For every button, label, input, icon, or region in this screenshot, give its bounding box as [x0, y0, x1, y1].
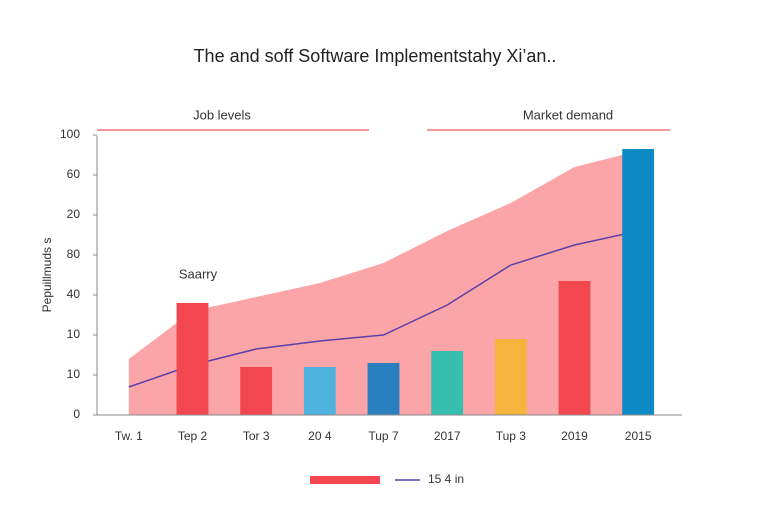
x-tick-label: 2015 [625, 429, 652, 443]
bar [622, 149, 655, 415]
annotation: Market demand [523, 107, 613, 122]
x-tick-label: 2019 [561, 429, 588, 443]
bar [558, 281, 591, 415]
chart-title: The and soff Software Implementstahy Xi’… [194, 46, 557, 66]
bar [431, 351, 464, 415]
y-tick-label: 40 [67, 287, 81, 301]
x-tick-label: 20 4 [308, 429, 332, 443]
plot [128, 149, 655, 415]
x-tick-label: Tup 3 [496, 429, 527, 443]
y-tick-label: 10 [67, 327, 81, 341]
bar [367, 363, 400, 415]
legend-bar-swatch [310, 476, 380, 484]
y-tick-label: 10 [67, 367, 81, 381]
x-tick-label: Tep 2 [178, 429, 208, 443]
x-tick-label: Tup 7 [368, 429, 399, 443]
annotation: Saarry [179, 266, 218, 281]
legend-label: 15 4 in [428, 472, 464, 486]
y-tick-label: 100 [60, 127, 80, 141]
x-tick-label: Tw. 1 [115, 429, 143, 443]
bar [303, 367, 336, 415]
annotation: Job levels [193, 107, 251, 122]
y-tick-label: 80 [67, 247, 81, 261]
bar [176, 303, 209, 415]
x-tick-label: Tor 3 [243, 429, 270, 443]
bar [494, 339, 527, 415]
bar [240, 367, 273, 415]
y-tick-label: 20 [67, 207, 81, 221]
y-tick-label: 0 [73, 407, 80, 421]
line [128, 230, 639, 388]
y-axis-label: Pepuillmuds s [40, 238, 54, 313]
y-tick-label: 60 [67, 167, 81, 181]
x-tick-label: 2017 [434, 429, 461, 443]
